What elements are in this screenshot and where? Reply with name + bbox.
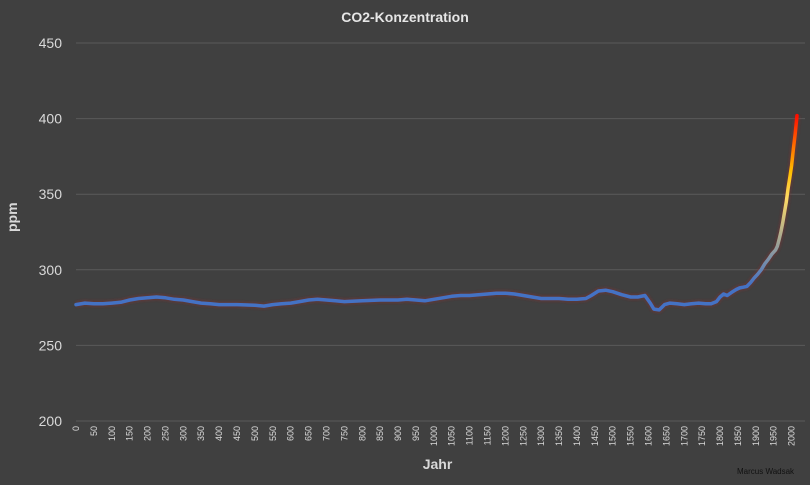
x-tick-800: 800 (357, 426, 367, 441)
x-tick-350: 350 (196, 426, 206, 441)
x-tick-700: 700 (321, 426, 331, 441)
x-tick-1950: 1950 (769, 426, 779, 446)
x-tick-1750: 1750 (697, 426, 707, 446)
x-tick-1900: 1900 (751, 426, 761, 446)
x-tick-550: 550 (268, 426, 278, 441)
y-tick-300: 300 (39, 262, 63, 278)
x-tick-1500: 1500 (608, 426, 618, 446)
x-tick-1150: 1150 (482, 426, 492, 445)
x-tick-500: 500 (250, 426, 260, 441)
x-tick-1100: 1100 (465, 426, 475, 445)
y-tick-200: 200 (39, 413, 63, 429)
y-tick-250: 250 (39, 337, 63, 353)
x-tick-50: 50 (89, 426, 99, 436)
x-tick-900: 900 (393, 426, 403, 441)
y-tick-350: 350 (39, 186, 63, 202)
chart-title: CO2-Konzentration (341, 9, 469, 25)
x-tick-600: 600 (286, 426, 296, 441)
y-tick-400: 400 (39, 111, 63, 127)
x-tick-300: 300 (178, 426, 188, 441)
x-tick-250: 250 (160, 426, 170, 441)
x-tick-150: 150 (125, 426, 135, 441)
x-tick-100: 100 (107, 426, 117, 441)
x-tick-1800: 1800 (715, 426, 725, 446)
x-tick-1050: 1050 (447, 426, 457, 446)
x-tick-450: 450 (232, 426, 242, 441)
series-line-glow (75, 115, 800, 313)
y-axis-label: ppm (4, 202, 20, 232)
x-tick-200: 200 (143, 426, 153, 441)
x-axis-label: Jahr (422, 456, 453, 472)
x-tick-1000: 1000 (429, 426, 439, 446)
x-tick-1300: 1300 (536, 426, 546, 446)
x-tick-1400: 1400 (572, 426, 582, 446)
x-tick-1450: 1450 (590, 426, 600, 446)
x-tick-1350: 1350 (554, 426, 564, 446)
x-tick-400: 400 (214, 426, 224, 441)
x-tick-1650: 1650 (661, 426, 671, 446)
gridlines (76, 42, 805, 422)
x-tick-labels: 0 50 100 150 200 250 300 350 400 450 500 550 600 650 7… (71, 426, 797, 446)
y-tick-labels: 200 250 300 350 400 450 (39, 35, 63, 429)
series-line-co2 (74, 113, 799, 312)
x-tick-750: 750 (339, 426, 349, 441)
x-tick-1600: 1600 (644, 426, 654, 446)
x-tick-950: 950 (411, 426, 421, 441)
author-credit: Marcus Wadsak (737, 467, 795, 476)
x-tick-1200: 1200 (500, 426, 510, 446)
x-tick-1250: 1250 (518, 426, 528, 446)
series-layer (74, 113, 800, 313)
x-tick-2000: 2000 (787, 426, 797, 446)
x-tick-1700: 1700 (679, 426, 689, 446)
x-tick-0: 0 (71, 426, 81, 431)
x-tick-1850: 1850 (733, 426, 743, 446)
x-tick-650: 650 (304, 426, 314, 441)
x-tick-1550: 1550 (626, 426, 636, 446)
y-tick-450: 450 (39, 35, 63, 51)
x-tick-850: 850 (375, 426, 385, 441)
